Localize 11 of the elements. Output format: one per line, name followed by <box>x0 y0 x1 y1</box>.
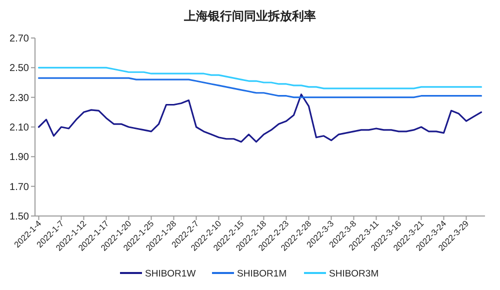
y-tick-label: 1.90 <box>10 152 30 164</box>
y-tick-label: 2.30 <box>10 92 30 104</box>
legend-label: SHIBOR3M <box>329 268 379 280</box>
legend-label: SHIBOR1W <box>145 268 196 280</box>
y-tick-label: 1.70 <box>10 182 30 193</box>
y-tick-label: 1.50 <box>10 212 30 222</box>
y-tick-label: 2.10 <box>10 122 30 134</box>
chart-title: 上海银行间同业拆放利率 <box>183 9 316 23</box>
legend-label: SHIBOR1M <box>237 268 287 280</box>
y-tick-label: 2.70 <box>10 34 30 44</box>
y-tick-label: 2.50 <box>10 63 30 74</box>
